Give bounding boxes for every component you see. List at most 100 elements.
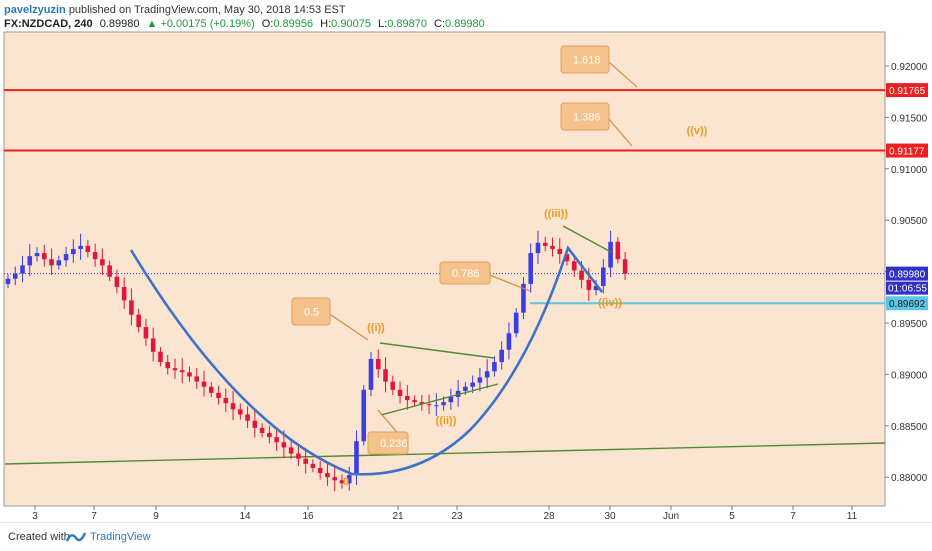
candle-body xyxy=(593,285,599,291)
publish-line: pavelzyuzin published on TradingView.com… xyxy=(4,3,924,17)
candle-body xyxy=(245,414,250,421)
x-tick-label: 11 xyxy=(847,511,858,522)
tradingview-link[interactable]: TradingView xyxy=(90,531,151,543)
candle-body xyxy=(92,252,98,260)
author-link[interactable]: pavelzyuzin xyxy=(4,4,66,16)
candle-body xyxy=(296,453,301,459)
high-value: 0.90075 xyxy=(331,18,371,30)
long-trendline xyxy=(4,442,886,465)
wave-label-i: ((i)) xyxy=(367,322,385,334)
candle-body xyxy=(121,286,127,301)
y-tick-label: 0.88000 xyxy=(891,473,928,484)
triangle-lower-line xyxy=(380,383,499,416)
price-tag-1618-text: 0.91765 xyxy=(889,86,926,97)
candle-body xyxy=(165,362,171,369)
candle-body xyxy=(361,389,367,442)
candle-body xyxy=(484,371,490,378)
candle-body xyxy=(419,402,425,405)
candle-body xyxy=(71,248,76,255)
created-with-label: Created with xyxy=(8,531,70,543)
last-price: 0.89980 xyxy=(99,18,140,30)
tradingview-logo-icon xyxy=(66,532,86,542)
candle-body xyxy=(571,261,577,271)
price-tag-support-bg xyxy=(886,296,928,311)
candle-body xyxy=(172,368,178,371)
x-tick-label: 3 xyxy=(32,511,38,522)
candle-body xyxy=(492,362,497,372)
wave-label-ii: ((ii)) xyxy=(436,415,457,427)
candle-body xyxy=(412,400,417,403)
candle-body xyxy=(259,427,265,433)
candle-body xyxy=(107,265,112,277)
candle-body xyxy=(150,338,156,352)
candle-body xyxy=(63,254,69,261)
candle-body xyxy=(579,270,584,280)
plot-frame xyxy=(3,31,886,507)
candle-body xyxy=(267,432,272,438)
candle-body xyxy=(78,245,83,249)
chart-header: pavelzyuzin published on TradingView.com… xyxy=(4,3,924,31)
cup-arc xyxy=(129,245,604,476)
candle-body xyxy=(434,405,439,407)
candle-body xyxy=(601,267,606,286)
candle-body xyxy=(114,276,120,287)
price-tag-1618-bg xyxy=(886,83,928,98)
candle-body xyxy=(208,386,214,393)
candle-body xyxy=(42,253,47,260)
y-tick-label: 0.89000 xyxy=(891,370,928,381)
fib-05-arrow xyxy=(329,313,369,341)
price-chart[interactable]: 0.920000.915000.910000.905000.900000.895… xyxy=(0,0,932,522)
candle-body xyxy=(136,314,141,328)
x-tick-label: 14 xyxy=(239,511,251,522)
close-value: 0.89980 xyxy=(445,18,485,30)
candle-body xyxy=(12,273,18,279)
candle-body xyxy=(49,259,54,266)
candle-body xyxy=(405,395,410,401)
candle-body xyxy=(463,386,468,391)
candle-body xyxy=(274,437,279,443)
close-label: C: xyxy=(434,18,446,30)
candle-body xyxy=(506,333,512,350)
y-tick-label: 0.91000 xyxy=(891,165,928,176)
quote-line: FX:NZDCAD, 240 0.89980 ▲ +0.00175 (+0.19… xyxy=(4,17,924,31)
candle-body xyxy=(27,256,33,266)
candle-body xyxy=(56,260,62,266)
y-tick-label: 0.90500 xyxy=(891,216,928,227)
symbol-label: FX:NZDCAD, 240 xyxy=(4,18,93,30)
wave-label-0: 0 xyxy=(343,476,349,488)
x-tick-label: 30 xyxy=(604,511,616,522)
candle-body xyxy=(390,381,396,390)
candle-body xyxy=(528,253,534,284)
wave-label-iii: ((iii)) xyxy=(544,208,568,220)
candle-body xyxy=(20,265,25,274)
x-tick-label: 21 xyxy=(392,511,404,522)
candle-body xyxy=(397,389,403,396)
candle-body xyxy=(230,403,236,410)
candle-body xyxy=(129,300,134,315)
price-change: ▲ +0.00175 (+0.19%) xyxy=(146,18,255,30)
x-tick-label: 5 xyxy=(729,511,735,522)
price-tag-1386-bg xyxy=(886,143,928,158)
candle-body xyxy=(201,381,207,387)
candle-body xyxy=(252,420,258,428)
candle-body xyxy=(521,283,526,313)
candle-body xyxy=(477,377,483,383)
y-tick-label: 0.88500 xyxy=(891,422,928,433)
candle-body xyxy=(346,475,352,484)
candle-body xyxy=(5,278,11,284)
candle-body xyxy=(325,473,330,478)
open-label: O: xyxy=(261,18,274,30)
candle-body xyxy=(100,259,105,266)
countdown-tag-text: 01:06:55 xyxy=(888,284,927,295)
fib-05-label: 0.5 xyxy=(304,307,319,319)
candle-body xyxy=(535,242,541,254)
price-tag-last-bg xyxy=(886,266,928,281)
x-tick-label: 7 xyxy=(91,511,97,522)
candle-body xyxy=(85,245,91,253)
x-tick-label: 28 xyxy=(543,511,555,522)
candle-body xyxy=(375,358,381,370)
open-value: 0.89956 xyxy=(273,18,314,30)
wave-label-iv: ((iv)) xyxy=(598,297,622,309)
y-tick-label: 0.89500 xyxy=(891,319,928,330)
candle-body xyxy=(615,241,621,260)
